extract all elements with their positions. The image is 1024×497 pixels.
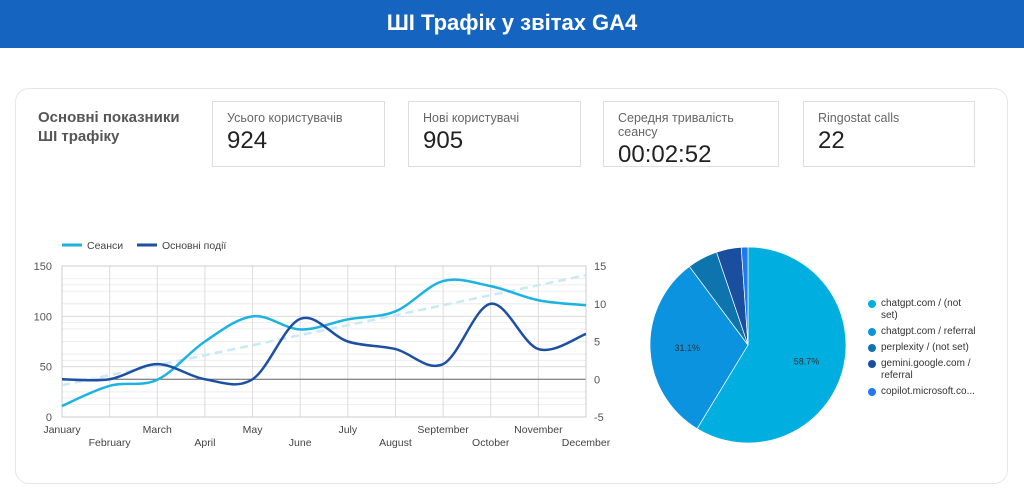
x-tick: January xyxy=(43,424,81,436)
y-right-tick: 5 xyxy=(594,337,600,349)
y-right-tick: -5 xyxy=(594,412,604,424)
y-left-tick: 100 xyxy=(34,311,52,323)
x-tick: May xyxy=(243,424,264,436)
legend-item: chatgpt.com / (not set) xyxy=(868,298,978,322)
trendline xyxy=(61,273,587,387)
x-tick: August xyxy=(379,437,412,449)
pie-chart: 58.7% 31.1% xyxy=(649,246,847,444)
kpi-new-users: Нові користувачі 905 xyxy=(408,101,581,167)
legend-dot-icon xyxy=(868,360,876,368)
y-right-tick: 0 xyxy=(594,374,600,386)
kpi-value: 924 xyxy=(227,127,268,154)
legend-label: copilot.microsoft.co... xyxy=(881,386,975,397)
pie-slice xyxy=(649,265,749,430)
pie-slice xyxy=(740,246,749,346)
page-header: ШІ Трафік у звітах GA4 xyxy=(0,0,1024,48)
kpi-value: 905 xyxy=(423,127,464,154)
x-tick: December xyxy=(562,437,611,449)
legend-dot-icon xyxy=(868,328,876,336)
line-chart: 0 50 100 150 -5 0 5 10 15 January February March Apr… xyxy=(34,240,611,449)
pie-legend: chatgpt.com / (not set) chatgpt.com / ref… xyxy=(868,298,978,402)
page-title: ШІ Трафік у звітах GA4 xyxy=(386,10,638,35)
legend-label: Сеанси xyxy=(87,240,123,252)
kpi-avg-session: Середня тривалість сеансу 00:02:52 xyxy=(603,101,779,168)
kpi-label: Усього користувачів xyxy=(227,111,343,125)
plot-border xyxy=(61,265,587,418)
pie-slice xyxy=(696,246,847,444)
legend-dot-icon xyxy=(868,388,876,396)
legend-label: Основні події xyxy=(162,240,226,252)
legend-label: gemini.google.com / referral xyxy=(881,358,971,381)
kpi-label: Нові користувачі xyxy=(423,111,520,125)
x-tick: September xyxy=(417,424,469,436)
x-tick: June xyxy=(289,437,312,449)
kpi-ringostat-calls: Ringostat calls 22 xyxy=(803,101,975,167)
legend-item: chatgpt.com / referral xyxy=(868,326,978,338)
kpi-label: Середня тривалість сеансу xyxy=(618,111,734,139)
series-line-1 xyxy=(61,278,587,408)
legend-dot-icon xyxy=(868,344,876,352)
section-title: Основні показники ШІ трафіку xyxy=(38,109,180,145)
x-tick: February xyxy=(89,437,132,449)
x-tick: March xyxy=(143,424,172,436)
legend-dot-icon xyxy=(868,300,876,308)
y-left-tick: 0 xyxy=(46,412,52,424)
y-right-tick: 10 xyxy=(594,299,606,311)
legend-item: gemini.google.com / referral xyxy=(868,358,978,382)
legend-label: chatgpt.com / (not set) xyxy=(881,298,962,321)
kpi-value: 00:02:52 xyxy=(618,141,712,168)
legend-label: chatgpt.com / referral xyxy=(881,326,976,337)
kpi-label: Ringostat calls xyxy=(818,111,900,125)
x-tick: October xyxy=(472,437,510,449)
y-left-tick: 50 xyxy=(40,362,52,374)
x-tick: November xyxy=(514,424,563,436)
legend-item: copilot.microsoft.co... xyxy=(868,386,978,398)
kpi-value: 22 xyxy=(818,127,845,154)
series-line-2 xyxy=(61,302,587,386)
y-left-tick: 150 xyxy=(34,261,52,273)
kpi-total-users: Усього користувачів 924 xyxy=(212,101,385,167)
pie-data-label: 31.1% xyxy=(675,343,701,353)
x-tick: April xyxy=(194,437,215,449)
x-tick: July xyxy=(338,424,357,436)
y-right-tick: 15 xyxy=(594,261,606,273)
legend-label: perplexity / (not set) xyxy=(881,342,969,353)
legend-item: perplexity / (not set) xyxy=(868,342,978,354)
pie-data-label: 58.7% xyxy=(794,356,820,366)
